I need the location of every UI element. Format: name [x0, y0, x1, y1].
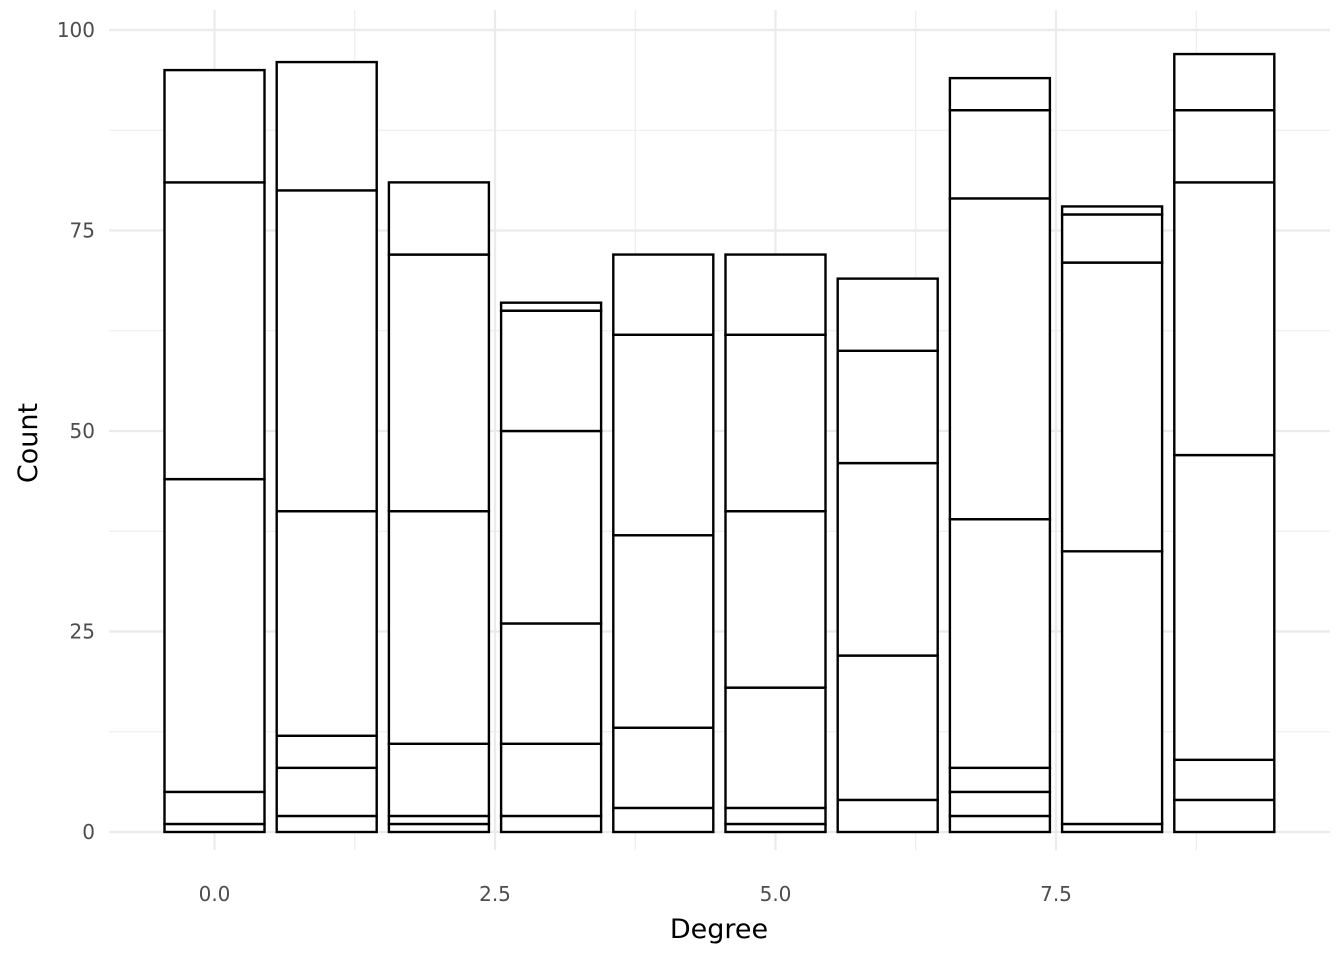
bar-segment [724, 822, 827, 834]
bar-segment [275, 766, 378, 818]
bar-segment [387, 742, 491, 818]
bar-segment [499, 742, 603, 818]
x-tick-label: 0.0 [199, 882, 231, 906]
bar-group [724, 253, 827, 834]
y-tick-label: 25 [70, 620, 95, 644]
bar-segment [1060, 213, 1164, 264]
bar-segment [1173, 52, 1276, 112]
bar-segment [612, 534, 715, 729]
bar-segment [387, 822, 491, 834]
bar-group [612, 253, 715, 834]
bar-segment [724, 686, 827, 810]
bar-segment [275, 189, 378, 513]
bar-group [1173, 52, 1276, 834]
bar-segment [499, 814, 603, 834]
y-axis-title: Count [13, 403, 44, 483]
bar-segment [1060, 822, 1164, 834]
bar-segment [612, 726, 715, 810]
bar-segment [948, 766, 1052, 794]
y-tick-label: 0 [82, 820, 95, 844]
bar-segment [1173, 108, 1276, 184]
bar-segment [499, 429, 603, 625]
bar-segment [724, 510, 827, 689]
bar-segment [724, 806, 827, 826]
bar-segment [948, 108, 1052, 200]
bar-segment [836, 654, 939, 802]
bar-segment [387, 510, 491, 745]
bar-segment [836, 461, 939, 657]
bar-segment [612, 333, 715, 537]
bar-group [163, 68, 266, 834]
bar-segment [1060, 261, 1164, 553]
bar-segment [836, 798, 939, 834]
bar-segment [836, 277, 939, 352]
bar-segment [275, 510, 378, 737]
bar-segment [499, 301, 603, 312]
bar-segment [163, 477, 266, 794]
y-tick-label: 50 [70, 419, 95, 443]
bar-segment [1060, 550, 1164, 826]
y-tick-label: 100 [57, 18, 95, 42]
bar-segment [724, 253, 827, 336]
bar-segment [948, 814, 1052, 834]
x-tick-label: 5.0 [760, 882, 792, 906]
bar-segment [387, 253, 491, 513]
x-axis-ticks: 0.0 2.5 5.0 7.5 [199, 882, 1072, 906]
bar-segment [275, 814, 378, 834]
bar-segment [163, 181, 266, 481]
bar-segment [612, 253, 715, 336]
bar-segment [163, 790, 266, 826]
bar-segment [163, 822, 266, 834]
bar-segment [1173, 758, 1276, 802]
bar-segment [1173, 798, 1276, 834]
bar-segment [499, 622, 603, 745]
bar-segment [163, 68, 266, 184]
bars [163, 52, 1276, 834]
y-tick-label: 75 [70, 219, 95, 243]
bar-segment [612, 806, 715, 834]
x-tick-label: 2.5 [479, 882, 511, 906]
bar-segment [499, 309, 603, 433]
bar-group [836, 277, 939, 834]
bar-segment [948, 518, 1052, 770]
bar-group [275, 60, 378, 834]
x-tick-label: 7.5 [1040, 882, 1072, 906]
bar-segment [387, 814, 491, 826]
y-axis-ticks: 0 25 50 75 100 [57, 18, 95, 844]
bar-segment [948, 197, 1052, 521]
bar-segment [948, 76, 1052, 112]
bar-segment [948, 790, 1052, 818]
bar-group [1060, 205, 1164, 834]
x-axis-title: Degree [670, 914, 768, 945]
bar-segment [1173, 453, 1276, 762]
bar-group [499, 301, 603, 834]
bar-segment [275, 734, 378, 770]
bar-segment [1060, 205, 1164, 216]
bar-segment [836, 349, 939, 465]
bar-segment [724, 333, 827, 513]
bar-segment [387, 181, 491, 256]
bar-group [387, 181, 491, 834]
bar-segment [1173, 181, 1276, 457]
bar-group [948, 76, 1052, 834]
bar-segment [275, 60, 378, 192]
